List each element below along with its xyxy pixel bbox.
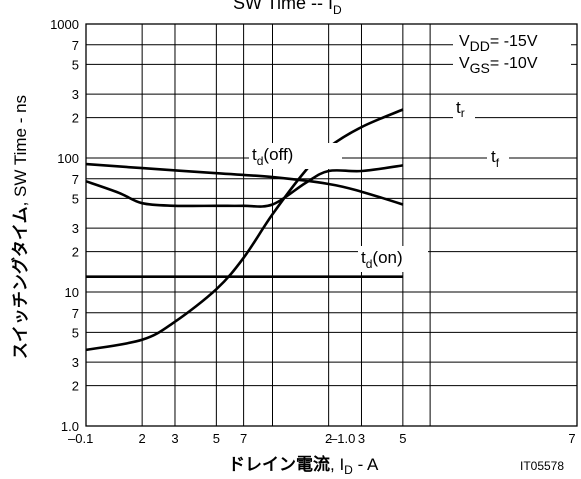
x-tick-label: 5 — [213, 431, 220, 446]
y-tick-label: 3 — [72, 355, 79, 370]
series-label-tr: tr — [456, 98, 465, 120]
series-tf — [85, 164, 404, 208]
y-tick-label: 1000 — [50, 17, 79, 32]
grid — [86, 24, 577, 426]
series-tdoff — [85, 162, 404, 206]
y-tick-label: 100 — [57, 151, 79, 166]
condition-text: VDD= -15V — [459, 33, 538, 54]
x-tick-label: 3 — [358, 431, 365, 446]
series-layer — [85, 108, 404, 352]
y-tick-label: 10 — [65, 285, 79, 300]
y-tick-label: 2 — [72, 245, 79, 260]
x-tick-label: 7 — [240, 431, 247, 446]
x-tick-label: 5 — [399, 431, 406, 446]
chart-title: SW Time -- ID — [233, 0, 342, 17]
x-tick-label: –1.0 — [330, 431, 355, 446]
y-tick-label: 5 — [72, 57, 79, 72]
x-axis-label: ドレイン電流, ID - A — [228, 454, 379, 477]
plot-frame — [85, 23, 578, 427]
y-tick-label: 2 — [72, 111, 79, 126]
series-label-tdoff: td(off) — [252, 145, 293, 168]
y-tick-label: 5 — [72, 325, 79, 340]
conditions-backdrop — [453, 27, 571, 75]
y-tick-label: 7 — [72, 306, 79, 321]
y-tick-label: 5 — [72, 191, 79, 206]
label-backdrop-tdon — [358, 246, 428, 272]
label-backdrop-tdoff — [249, 143, 342, 169]
x-tick-label: 2 — [139, 431, 146, 446]
y-tick-label: 3 — [72, 87, 79, 102]
series-label-tdon: td(on) — [361, 248, 403, 271]
y-tick-labels: 1.0 2 3 5 7 10 2 3 5 7 100 2 3 5 7 1000 — [50, 17, 79, 434]
y-tick-label: 7 — [72, 172, 79, 187]
y-tick-label: 7 — [72, 38, 79, 53]
y-axis-label: スイッチングタイム, SW Time - ns — [10, 95, 30, 359]
series-label-tf: tf — [491, 147, 500, 170]
x-tick-label: –0.1 — [68, 431, 93, 446]
label-backdrop-tr — [453, 96, 475, 120]
label-backdrop-tf — [487, 145, 509, 169]
y-tick-label: 2 — [72, 379, 79, 394]
condition-text: VGS= -10V — [459, 55, 538, 76]
series-tr — [85, 108, 404, 352]
x-tick-label: 2 — [325, 431, 332, 446]
figure-code: IT05578 — [520, 459, 564, 473]
y-tick-label: 3 — [72, 221, 79, 236]
x-tick-label: 3 — [171, 431, 178, 446]
y-tick-label: 1.0 — [61, 419, 79, 434]
x-tick-labels: –0.1 2 3 5 7 –1.02 3 5 7 — [68, 431, 576, 446]
x-tick-label: 7 — [568, 431, 575, 446]
